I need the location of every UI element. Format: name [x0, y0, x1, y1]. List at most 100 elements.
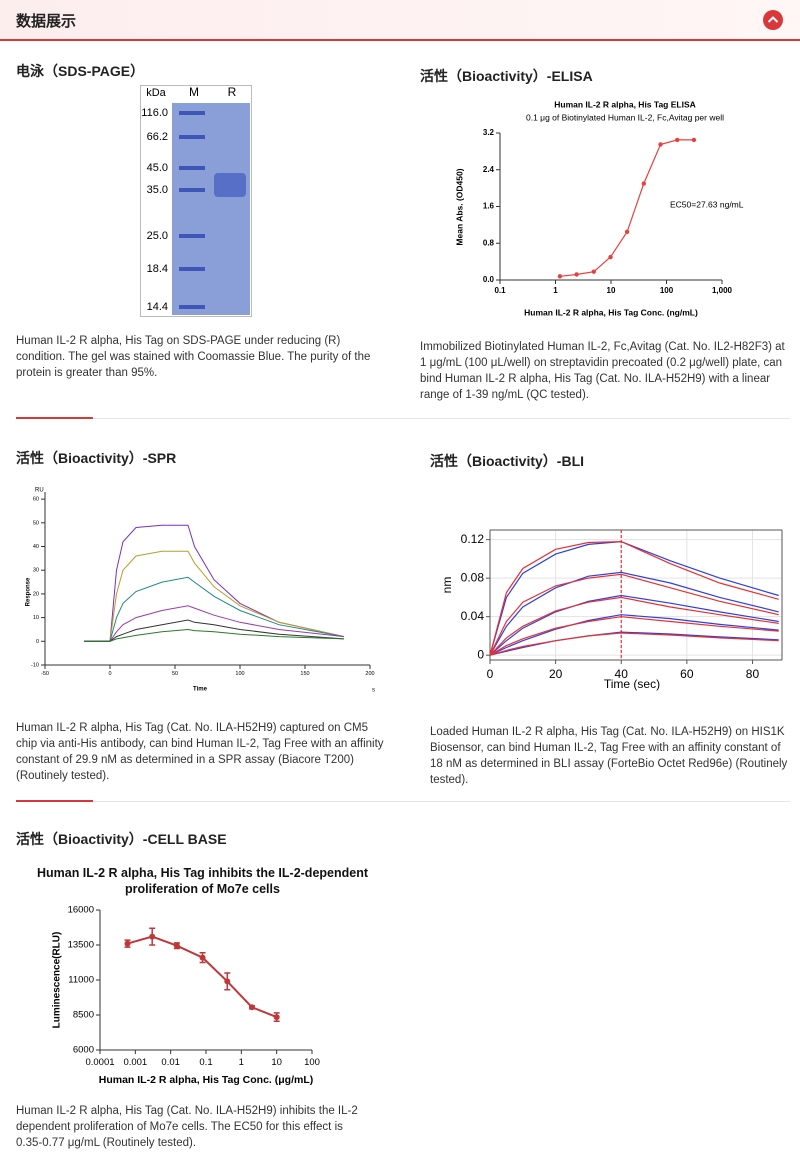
marker-band: [179, 267, 205, 271]
y-tick-label: 0.0: [483, 275, 495, 284]
x-axis-label: Human IL-2 R alpha, His Tag Conc. (ng/mL…: [524, 307, 698, 317]
collapse-button[interactable]: [763, 10, 783, 30]
data-point: [574, 272, 579, 277]
y-axis-label: Luminescence(RLU): [52, 932, 63, 1029]
x-tick-label: 1: [553, 286, 558, 295]
divider-accent: [16, 800, 93, 802]
sample-band: [214, 173, 246, 197]
series-line: [489, 540, 779, 656]
marker-band: [179, 234, 205, 238]
data-point: [124, 940, 131, 947]
y-tick-label: 13500: [68, 940, 94, 951]
y-tick-label: 2.4: [483, 165, 495, 174]
x-tick-label: 150: [300, 671, 309, 677]
marker-label: 25.0: [147, 230, 168, 242]
series-line: [84, 619, 345, 642]
y-tick-label: 40: [33, 544, 39, 550]
series-line: [489, 573, 779, 656]
header-title: 数据展示: [16, 13, 77, 30]
x-axis-label: Human IL-2 R alpha, His Tag Conc. (μg/mL…: [99, 1074, 314, 1086]
y-tick-label: 3.2: [483, 128, 495, 137]
chart-subtitle: 0.1 μg of Biotinylated Human IL-2, Fc,Av…: [526, 112, 724, 122]
series-line: [489, 616, 779, 656]
marker-label: 45.0: [147, 162, 168, 174]
marker-band: [179, 111, 205, 115]
y-tick-label: 60: [33, 497, 39, 503]
y-tick-label: 8500: [73, 1010, 94, 1021]
y-axis-label: nm: [440, 577, 454, 594]
y-tick-label: 11000: [68, 975, 94, 986]
x-tick-label: 0.1: [199, 1057, 212, 1068]
y-tick-label: 0.08: [461, 570, 485, 584]
section-title: 活性（Bioactivity）-SPR: [16, 450, 177, 466]
y-tick-label: 30: [33, 568, 39, 574]
series-line: [489, 594, 779, 656]
lane-label: R: [228, 85, 237, 99]
x-tick-label: 10: [607, 286, 616, 295]
data-point: [173, 942, 180, 949]
x-tick-label: 10: [271, 1057, 282, 1068]
x-tick-label: 0: [487, 667, 494, 681]
x-tick-label: 100: [660, 286, 674, 295]
data-point: [149, 933, 156, 940]
data-point: [248, 1004, 255, 1011]
x-tick-label: 0: [108, 671, 111, 677]
x-axis-label: Time (sec): [604, 677, 660, 691]
x-tick-label: 0.0001: [85, 1057, 114, 1068]
data-point: [691, 137, 697, 143]
series-line: [84, 524, 345, 642]
series-line: [489, 632, 779, 656]
lane-label: M: [189, 85, 199, 99]
x-tick-label: 0.01: [161, 1057, 180, 1068]
annotation: EC50=27.63 ng/mL: [670, 199, 744, 209]
elisa-chart: Human IL-2 R alpha, His Tag ELISA 0.1 μg…: [454, 99, 744, 317]
series-line: [489, 614, 779, 656]
marker-band: [179, 188, 205, 192]
x-tick-label: 80: [746, 667, 760, 681]
chart-title: Human IL-2 R alpha, His Tag inhibits the…: [36, 866, 369, 896]
data-point: [273, 1014, 280, 1021]
series-line: [84, 628, 345, 642]
marker-label: 14.4: [147, 301, 168, 313]
marker-band: [179, 135, 205, 139]
y-tick-label: -10: [31, 662, 39, 668]
x-tick-label: 40: [615, 667, 629, 681]
series-line: [84, 605, 345, 642]
x-tick-label: 1,000: [712, 286, 733, 295]
header-bar: [0, 0, 800, 41]
y-tick-label: 0.12: [461, 532, 485, 546]
section-title: 活性（Bioactivity）-CELL BASE: [16, 831, 227, 847]
series-line: [84, 576, 345, 642]
x-tick-label: 0.001: [123, 1057, 147, 1068]
x-tick-label: 50: [172, 671, 178, 677]
caption: Human IL-2 R alpha, His Tag (Cat. No. IL…: [16, 722, 384, 782]
x-tick-label: 1: [239, 1057, 244, 1068]
caption: Human IL-2 R alpha, His Tag (Cat. No. IL…: [16, 1105, 358, 1149]
spr-chart: RU Response Time s -10 0 10 20 30 40 50 60 -50 0 5…: [26, 488, 375, 694]
data-point: [224, 978, 231, 985]
x-axis-unit: s: [372, 688, 375, 694]
series-line: [489, 540, 779, 656]
data-point: [624, 229, 630, 234]
gel-image: kDa M R 116.0 66.2 45.0 35.0 25.0 18.4 14.4: [140, 85, 252, 317]
section-title: 电泳（SDS-PAGE）: [16, 63, 145, 79]
divider-accent: [16, 417, 93, 419]
y-tick-label: 0: [477, 647, 484, 661]
x-tick-label: 200: [365, 671, 374, 677]
x-tick-label: 100: [235, 671, 244, 677]
y-tick-label: 10: [33, 615, 39, 621]
y-axis-label: Mean Abs. (OD450): [454, 168, 464, 245]
y-tick-label: 20: [33, 591, 39, 597]
marker-band: [179, 305, 205, 309]
series-line: [489, 596, 779, 656]
data-point: [557, 274, 563, 279]
y-axis-unit: RU: [35, 488, 44, 494]
caption: Immobilized Biotinylated Human IL-2, Fc,…: [420, 341, 785, 401]
x-tick-label: 0.1: [494, 286, 506, 295]
y-tick-label: 0: [36, 639, 39, 645]
series-line: [489, 571, 779, 656]
x-tick-label: 60: [680, 667, 694, 681]
marker-label: 18.4: [147, 263, 168, 275]
cell-chart: Luminescence(RLU) Human IL-2 R alpha, Hi…: [52, 905, 320, 1086]
